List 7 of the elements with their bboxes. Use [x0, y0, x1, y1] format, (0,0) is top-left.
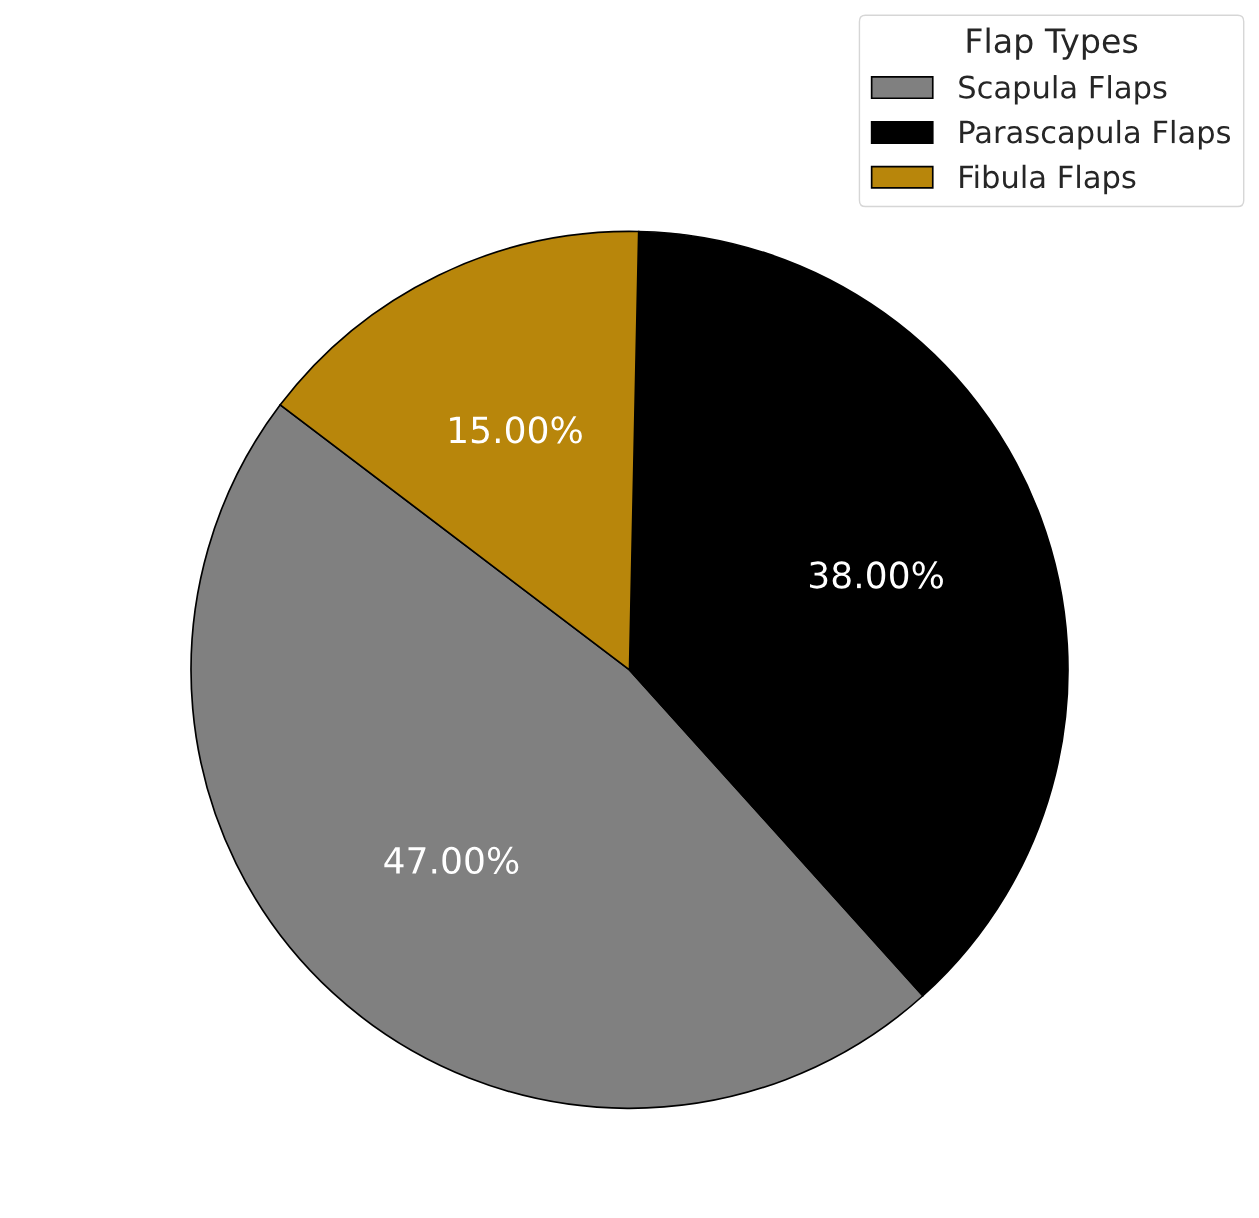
- legend-label: Parascapula Flaps: [960, 119, 1231, 150]
- data-label: 47.00%: [384, 846, 519, 875]
- legend-label: Fibula Flaps: [960, 164, 1136, 195]
- legend-label: Scapula Flaps: [959, 75, 1167, 105]
- data-label: 38.00%: [810, 561, 943, 589]
- legend-title: Flap Types: [967, 27, 1138, 60]
- data-label: 15.00%: [450, 416, 582, 444]
